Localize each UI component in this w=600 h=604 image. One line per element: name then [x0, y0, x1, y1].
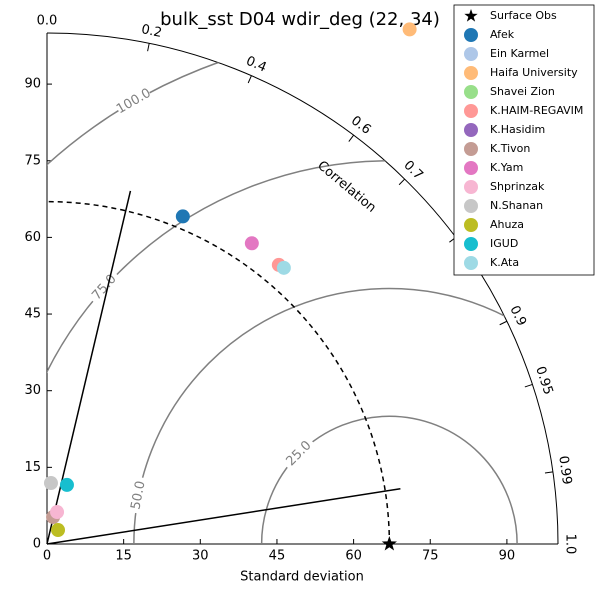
- legend-label: Surface Obs: [490, 9, 557, 22]
- data-point: [43, 476, 58, 491]
- corr-tick-label: 0.0: [37, 14, 58, 29]
- ref-std-arc: [46, 200, 391, 545]
- corr-tick-label: 0.2: [140, 22, 163, 41]
- rms-contour: [133, 287, 558, 544]
- x-tick-label: 75: [422, 549, 439, 564]
- corr-tick-label: 1.0: [563, 534, 578, 555]
- legend-label: Shavei Zion: [490, 85, 555, 98]
- legend-marker: [464, 218, 478, 232]
- legend-marker: [464, 199, 478, 213]
- legend-marker: [464, 66, 478, 80]
- y-tick-label: 45: [24, 307, 41, 322]
- corr-tick: [544, 471, 553, 474]
- rms-contour: [260, 415, 518, 544]
- contour-label-bg: [127, 476, 150, 515]
- y-tick-label: 75: [24, 153, 41, 168]
- legend-label: Shprinzak: [490, 180, 545, 193]
- y-tick-label: 15: [24, 460, 41, 475]
- legend-label: K.HAIM-REGAVIM: [490, 104, 583, 117]
- y-tick-label: 60: [24, 230, 41, 245]
- x-tick-label: 30: [192, 549, 209, 564]
- legend-marker: [464, 28, 478, 42]
- legend-box: [453, 4, 595, 276]
- legend-label: N.Shanan: [490, 199, 543, 212]
- corr-tick-label: 0.99: [555, 455, 574, 486]
- legend-label: Ein Karmel: [490, 47, 549, 60]
- x-tick-label: 60: [345, 549, 362, 564]
- corr-tick: [398, 178, 406, 186]
- ref-point: [381, 536, 397, 551]
- x-tick-label: 45: [269, 549, 286, 564]
- contour-label-bg: [114, 85, 154, 118]
- corr-tick: [348, 134, 355, 142]
- legend-marker: [464, 256, 478, 270]
- legend-marker: [464, 123, 478, 137]
- corr-axis-label: Correlation: [314, 158, 379, 216]
- x-tick-label: 90: [499, 549, 516, 564]
- legend-label: IGUD: [490, 237, 518, 250]
- legend-label: K.Tivon: [490, 142, 530, 155]
- legend-marker: [464, 142, 478, 156]
- y-tick-label: 90: [24, 77, 41, 92]
- legend-label: Afek: [490, 28, 515, 41]
- legend-marker: [464, 161, 478, 175]
- legend-marker: [464, 85, 478, 99]
- contour-label-bg: [86, 268, 123, 307]
- contour-label: 50.0: [128, 480, 148, 511]
- data-point: [402, 22, 417, 37]
- contour-label-bg: [280, 435, 318, 473]
- legend-marker: [464, 47, 478, 61]
- outer-arc: [46, 32, 559, 545]
- corr-tick-label: 0.9: [506, 303, 529, 328]
- corr-tick: [499, 320, 508, 326]
- y-tick-label: 30: [24, 383, 41, 398]
- legend-marker: [464, 104, 478, 118]
- corr-tick-label: 0.4: [244, 54, 269, 76]
- legend-marker: [464, 180, 478, 194]
- data-point: [244, 236, 259, 251]
- legend-label: K.Hasidim: [490, 123, 545, 136]
- legend-label: K.Ata: [490, 256, 519, 269]
- data-point: [50, 505, 65, 520]
- data-point: [51, 523, 66, 538]
- legend-label: Haifa University: [490, 66, 578, 79]
- contour-label: 100.0: [114, 86, 154, 118]
- data-point: [59, 477, 74, 492]
- x-axis-label: Standard deviation: [240, 570, 364, 585]
- corr-tick-label: 0.95: [532, 365, 555, 397]
- bound-line: [46, 190, 132, 545]
- legend-marker: [464, 9, 478, 22]
- chart-title: bulk_sst D04 wdir_deg (22, 34): [160, 9, 440, 30]
- data-point: [175, 209, 190, 224]
- corr-tick: [147, 43, 150, 52]
- y-tick-label: 0: [33, 537, 41, 552]
- x-tick-label: 0: [43, 549, 51, 564]
- bound-line: [46, 488, 401, 545]
- x-tick-label: 15: [115, 549, 132, 564]
- corr-tick: [247, 75, 252, 84]
- legend-label: Ahuza: [490, 218, 524, 231]
- legend-label: K.Yam: [490, 161, 523, 174]
- corr-tick: [524, 383, 533, 388]
- data-point: [276, 260, 291, 275]
- legend-marker: [464, 237, 478, 251]
